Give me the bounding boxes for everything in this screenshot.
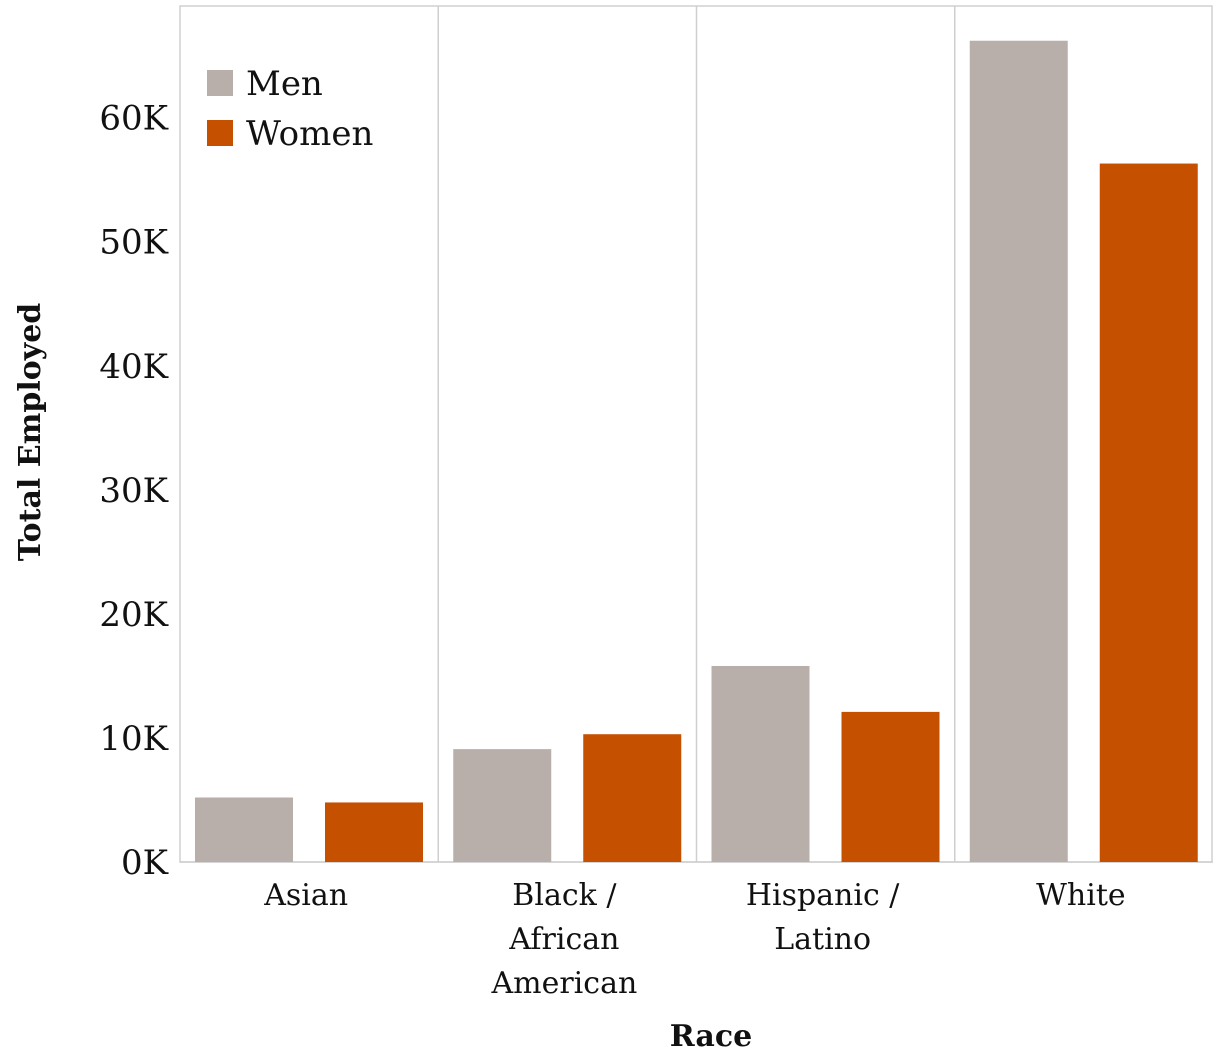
bar-women-2 [841,711,940,862]
legend-label-men: Men [246,64,323,104]
y-tick-label: 10K [99,719,168,759]
bar-men-3 [969,40,1068,863]
bar-women-3 [1099,163,1198,863]
y-tick-label: 20K [99,595,168,635]
x-tick-label: Asian [263,878,348,913]
y-axis-ticks: 0K 10K 20K 30K 40K 50K 60K [99,99,168,883]
bars [195,40,1198,863]
legend-label-women: Women [246,114,373,154]
y-axis-title: Total Employed [13,303,48,562]
bar-men-1 [453,749,552,862]
x-tick-label: White [1036,878,1126,913]
x-axis-title: Race [670,1019,752,1053]
bar-women-0 [325,802,423,862]
bar-women-1 [583,734,682,862]
legend-swatch-men [207,70,233,96]
x-tick-label: Hispanic / Latino [746,878,900,957]
x-axis-category-labels: Asian Black / African American Hispanic / Lat… [263,878,1125,1001]
x-tick-label: Black / African American [490,878,637,1001]
y-tick-label: 40K [99,347,168,387]
y-tick-label: 30K [99,471,168,511]
bar-men-0 [195,797,293,862]
y-tick-label: 50K [99,223,168,263]
legend-swatch-women [207,120,233,146]
y-tick-label: 60K [99,99,168,139]
bar-men-2 [711,665,810,862]
y-tick-label: 0K [121,843,169,883]
legend: Men Women [207,64,373,154]
